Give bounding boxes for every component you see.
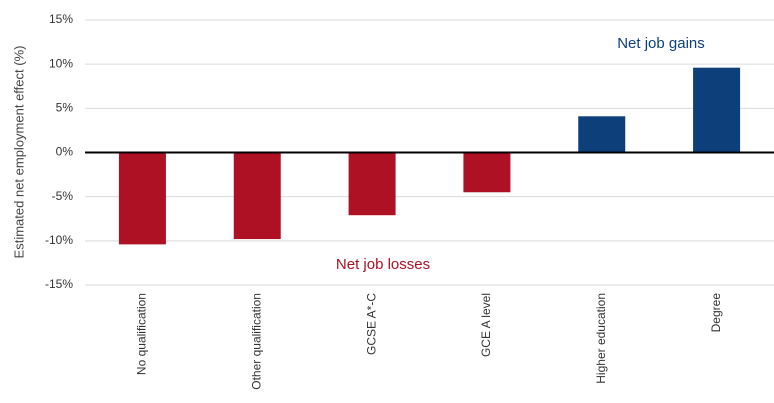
x-tick-label: Degree: [709, 293, 723, 333]
y-tick-label: -15%: [45, 277, 73, 291]
bar: [463, 152, 511, 193]
x-tick-label: GCE A level: [479, 293, 493, 357]
y-tick-label: 5%: [56, 101, 74, 115]
bar: [118, 152, 166, 245]
y-tick-label: -5%: [52, 189, 74, 203]
y-tick-label: 0%: [56, 145, 74, 159]
x-tick-label: Other qualification: [249, 293, 263, 390]
x-tick-label: No qualification: [135, 293, 149, 375]
bar: [233, 152, 281, 240]
x-tick-label: GCSE A*-C: [364, 293, 378, 355]
y-axis-label: Estimated net employment effect (%): [11, 46, 26, 259]
annotation: Net job losses: [336, 256, 430, 273]
bar: [578, 116, 626, 153]
bar: [348, 152, 396, 216]
x-tick-label: Higher education: [594, 293, 608, 384]
y-tick-label: 15%: [49, 12, 73, 26]
annotation: Net job gains: [617, 35, 705, 52]
bar: [693, 67, 741, 153]
y-tick-label: -10%: [45, 233, 73, 247]
y-tick-label: 10%: [49, 56, 73, 70]
